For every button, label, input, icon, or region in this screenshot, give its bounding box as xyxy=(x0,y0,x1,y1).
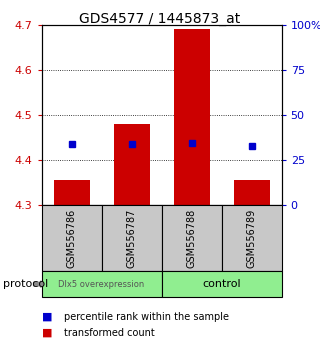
Text: control: control xyxy=(202,279,241,289)
Text: ■: ■ xyxy=(42,312,52,322)
Text: transformed count: transformed count xyxy=(64,328,155,338)
Text: GSM556786: GSM556786 xyxy=(67,209,76,268)
Bar xyxy=(234,181,270,205)
Text: GSM556789: GSM556789 xyxy=(247,209,257,268)
Text: GSM556788: GSM556788 xyxy=(187,209,196,268)
Text: protocol: protocol xyxy=(3,279,48,289)
Text: Dlx5 overexpression: Dlx5 overexpression xyxy=(59,280,145,289)
Text: ■: ■ xyxy=(42,328,52,338)
Bar xyxy=(114,124,150,205)
Bar xyxy=(54,181,90,205)
Text: GDS4577 / 1445873_at: GDS4577 / 1445873_at xyxy=(79,12,241,27)
Bar xyxy=(174,29,210,205)
Text: GSM556787: GSM556787 xyxy=(127,209,137,268)
Text: percentile rank within the sample: percentile rank within the sample xyxy=(64,312,229,322)
